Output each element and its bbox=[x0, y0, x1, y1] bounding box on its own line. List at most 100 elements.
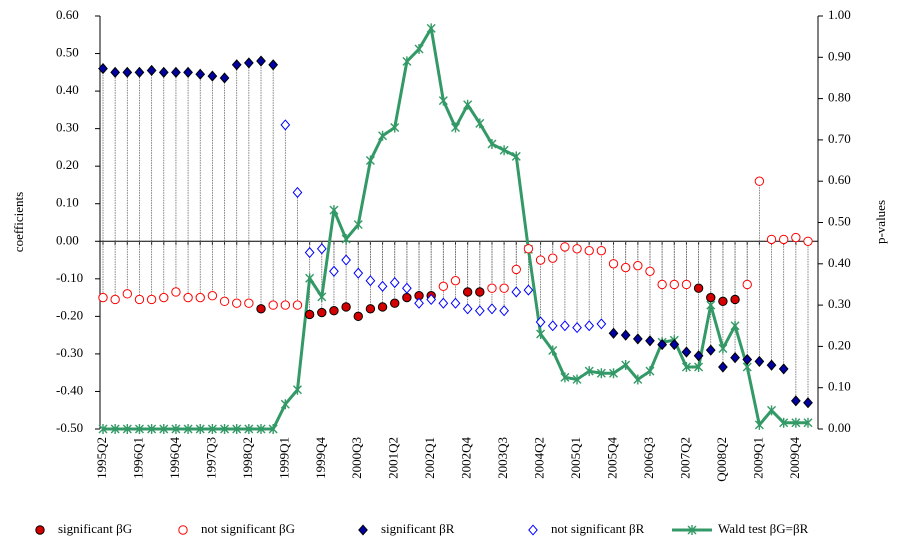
legend-label: Wald test βG=βR bbox=[718, 521, 809, 536]
wald-marker bbox=[475, 118, 485, 129]
legend-label: significant βR bbox=[381, 521, 455, 536]
coefficient-marker bbox=[803, 397, 813, 409]
wald-marker bbox=[292, 384, 302, 395]
coefficient-marker bbox=[523, 244, 534, 254]
wald-marker bbox=[159, 424, 169, 434]
wald-marker bbox=[268, 424, 278, 434]
wald-marker bbox=[438, 95, 448, 106]
wald-line bbox=[103, 26, 808, 431]
x-tick-label: 2009Q1 bbox=[750, 437, 765, 479]
wald-marker bbox=[499, 145, 509, 156]
coefficient-marker bbox=[134, 66, 145, 78]
wald-marker bbox=[207, 424, 217, 434]
wald-marker bbox=[609, 368, 619, 379]
coefficient-marker bbox=[207, 70, 218, 82]
coefficient-marker bbox=[365, 275, 376, 287]
coefficient-marker bbox=[256, 55, 266, 67]
wald-marker bbox=[183, 424, 193, 434]
coefficient-marker bbox=[353, 311, 363, 322]
wald-marker bbox=[633, 374, 643, 385]
wald-marker bbox=[681, 362, 691, 373]
y2-tick-label: 0.60 bbox=[828, 172, 851, 187]
y2-tick-label: 0.30 bbox=[828, 296, 851, 311]
coefficient-marker bbox=[608, 259, 619, 269]
coefficient-marker bbox=[450, 275, 461, 286]
coefficient-marker bbox=[535, 255, 546, 265]
wald-marker bbox=[390, 122, 400, 133]
y-tick-label: -0.50 bbox=[56, 420, 83, 435]
coefficient-marker bbox=[329, 306, 339, 316]
y2-tick-label: 0.00 bbox=[828, 420, 851, 435]
coefficient-marker bbox=[693, 283, 704, 293]
y2-tick-label: 0.80 bbox=[828, 90, 851, 105]
wald-marker bbox=[463, 99, 473, 110]
coefficient-marker bbox=[499, 305, 509, 317]
x-tick-label: 2001Q2 bbox=[386, 437, 401, 479]
y-tick-label: 0.30 bbox=[56, 120, 79, 135]
y2-tick-label: 0.40 bbox=[828, 255, 851, 270]
wald-marker bbox=[584, 366, 594, 377]
wald-marker bbox=[718, 343, 728, 354]
coefficient-marker bbox=[548, 253, 558, 263]
y-tick-label: -0.20 bbox=[56, 307, 83, 322]
coefficient-marker bbox=[523, 284, 534, 296]
coefficient-marker bbox=[450, 297, 461, 309]
y-tick-label: -0.30 bbox=[56, 345, 83, 360]
coefficient-marker bbox=[341, 254, 351, 266]
wald-marker bbox=[621, 359, 631, 370]
wald-marker bbox=[694, 362, 704, 373]
coefficient-marker bbox=[171, 66, 181, 78]
legend-label: not significant βR bbox=[551, 521, 645, 536]
wald-marker bbox=[195, 424, 205, 434]
x-tick-label: 2002Q4 bbox=[459, 437, 474, 479]
x-tick-label: 2004Q2 bbox=[532, 437, 547, 479]
coefficient-marker bbox=[195, 68, 206, 80]
wald-marker bbox=[487, 139, 497, 150]
wald-marker bbox=[329, 205, 339, 216]
wald-marker bbox=[645, 366, 655, 377]
coefficient-marker bbox=[462, 287, 473, 297]
coefficient-marker bbox=[803, 236, 813, 246]
y-axis-title: coefficients bbox=[11, 192, 26, 252]
coefficient-marker bbox=[584, 245, 594, 256]
coefficient-marker bbox=[110, 294, 120, 305]
coefficient-marker bbox=[475, 287, 485, 297]
coefficient-marker bbox=[438, 281, 449, 292]
coefficient-marker bbox=[195, 292, 205, 303]
coefficient-marker bbox=[365, 304, 376, 314]
coefficient-marker bbox=[742, 353, 753, 366]
wald-marker bbox=[803, 417, 813, 428]
coefficient-marker bbox=[146, 64, 157, 77]
legend-marker bbox=[358, 524, 368, 536]
wald-marker bbox=[280, 399, 290, 410]
coefficient-marker bbox=[414, 297, 424, 309]
y-tick-label: 0.50 bbox=[56, 45, 79, 60]
wald-marker bbox=[451, 122, 460, 133]
wald-marker bbox=[122, 424, 132, 434]
coefficient-marker bbox=[790, 395, 801, 407]
wald-marker bbox=[791, 417, 801, 428]
coefficient-marker bbox=[645, 266, 655, 277]
coefficient-marker bbox=[377, 302, 388, 312]
x-tick-label: 2005Q1 bbox=[568, 437, 583, 479]
coefficient-marker bbox=[268, 59, 279, 71]
wald-marker bbox=[402, 56, 412, 67]
wald-marker bbox=[305, 273, 315, 284]
wald-marker bbox=[147, 424, 157, 434]
coefficient-marker bbox=[608, 327, 619, 339]
coefficient-marker bbox=[730, 294, 740, 305]
coefficient-marker bbox=[474, 305, 485, 317]
coefficient-marker bbox=[718, 296, 728, 307]
coefficient-marker bbox=[632, 333, 643, 345]
coefficient-marker bbox=[280, 119, 291, 131]
y-tick-label: 0.60 bbox=[56, 7, 79, 22]
coefficient-marker bbox=[560, 242, 570, 252]
legend-marker bbox=[528, 524, 538, 536]
coefficient-marker bbox=[730, 352, 740, 364]
coefficient-marker bbox=[669, 279, 679, 290]
coefficient-marker bbox=[110, 66, 121, 78]
wald-marker bbox=[98, 424, 108, 434]
x-tick-label: 2007Q2 bbox=[677, 437, 692, 479]
coefficient-marker bbox=[438, 297, 449, 309]
